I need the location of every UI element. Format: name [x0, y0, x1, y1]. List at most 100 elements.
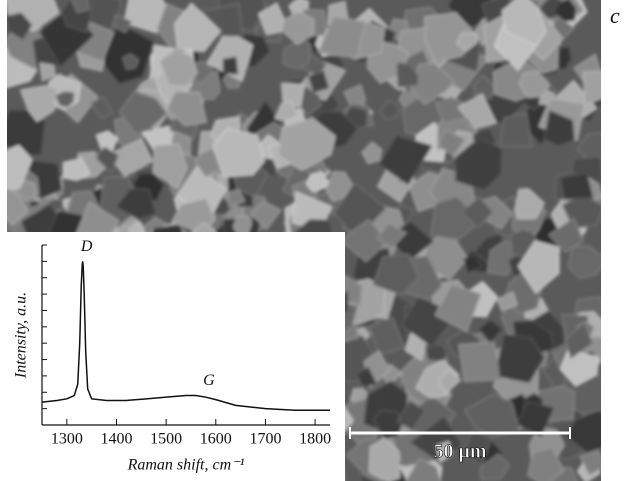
grain	[227, 188, 246, 208]
grain	[425, 343, 448, 362]
grain	[7, 12, 33, 41]
grain	[368, 438, 401, 481]
grain	[434, 283, 482, 333]
chart: 1300 1400 1500 1600 1700 1800 Raman shift, cm⁻…	[13, 238, 331, 474]
grain	[405, 458, 442, 481]
grain	[338, 219, 389, 263]
grain	[527, 446, 565, 481]
spectrum	[41, 261, 330, 412]
scale-bar-label: 50 μm	[434, 441, 487, 463]
grain	[460, 196, 494, 229]
grain	[430, 196, 481, 241]
grain	[548, 217, 585, 253]
grain	[222, 56, 239, 75]
grain	[372, 253, 419, 296]
grain	[379, 100, 400, 121]
grain	[39, 62, 56, 82]
grain	[212, 127, 265, 178]
grain	[463, 393, 521, 438]
grain	[343, 84, 367, 106]
x-tick-label: 1800	[299, 431, 331, 448]
grain	[410, 62, 456, 105]
grain	[497, 333, 545, 384]
grain	[95, 146, 119, 175]
x-tick-label: 1600	[200, 431, 232, 448]
grain	[455, 137, 503, 191]
grain	[166, 91, 208, 126]
y-axis-label: Intensity, a.u.	[13, 292, 30, 379]
grain	[582, 70, 601, 107]
inset	[0, 232, 345, 481]
grain	[396, 400, 426, 431]
grain	[62, 157, 91, 181]
grain	[280, 11, 315, 46]
grain	[333, 182, 387, 241]
grain	[7, 188, 29, 227]
grain	[113, 13, 132, 33]
grain	[277, 117, 336, 171]
grain	[71, 0, 90, 13]
grain	[250, 200, 282, 231]
grain	[307, 70, 330, 93]
grain	[559, 172, 594, 200]
grain	[356, 366, 378, 388]
grain	[19, 85, 59, 122]
grain	[472, 74, 497, 100]
grain	[576, 132, 601, 163]
grain	[159, 48, 198, 87]
grain	[499, 112, 533, 148]
grain	[55, 91, 75, 108]
grain	[458, 341, 503, 383]
grain	[376, 222, 407, 249]
grain	[543, 109, 575, 147]
grain	[462, 430, 493, 467]
grain	[456, 32, 478, 52]
grain	[118, 90, 168, 136]
grain	[280, 82, 305, 108]
grain	[517, 240, 560, 294]
grain	[516, 401, 555, 437]
grain	[122, 53, 139, 70]
panel-label: c	[610, 3, 620, 28]
grain	[305, 171, 330, 193]
grain	[565, 321, 594, 360]
peak-label: G	[203, 372, 215, 389]
x-tick-label: 1400	[100, 431, 132, 448]
grain	[171, 198, 216, 232]
grain	[194, 147, 222, 178]
grain	[404, 332, 427, 361]
grain	[378, 134, 433, 186]
x-axis-label: Raman shift, cm⁻¹	[127, 457, 245, 474]
peak-label: D	[80, 238, 93, 255]
grain	[457, 93, 497, 130]
grain	[518, 71, 551, 98]
grain	[479, 453, 511, 481]
grain	[90, 96, 114, 120]
x-tick-label: 1300	[51, 431, 83, 448]
grain	[274, 100, 300, 122]
grain	[206, 29, 254, 82]
grain	[501, 0, 547, 46]
grain	[496, 291, 518, 312]
grain	[115, 188, 157, 220]
grain	[437, 128, 467, 157]
grain	[396, 62, 419, 88]
x-tick-label: 1700	[249, 431, 281, 448]
grain	[437, 368, 462, 394]
grain	[174, 2, 221, 53]
grain	[515, 188, 545, 220]
grain	[317, 16, 367, 59]
grain	[478, 319, 504, 344]
grain	[95, 130, 118, 152]
grain	[361, 141, 383, 165]
grain	[152, 143, 188, 190]
grain	[282, 39, 311, 70]
x-tick-label: 1500	[150, 431, 182, 448]
grain	[480, 195, 513, 230]
grain	[435, 441, 453, 463]
grain	[463, 254, 483, 273]
grain	[579, 449, 601, 476]
grain	[7, 144, 33, 190]
grain	[560, 349, 600, 387]
